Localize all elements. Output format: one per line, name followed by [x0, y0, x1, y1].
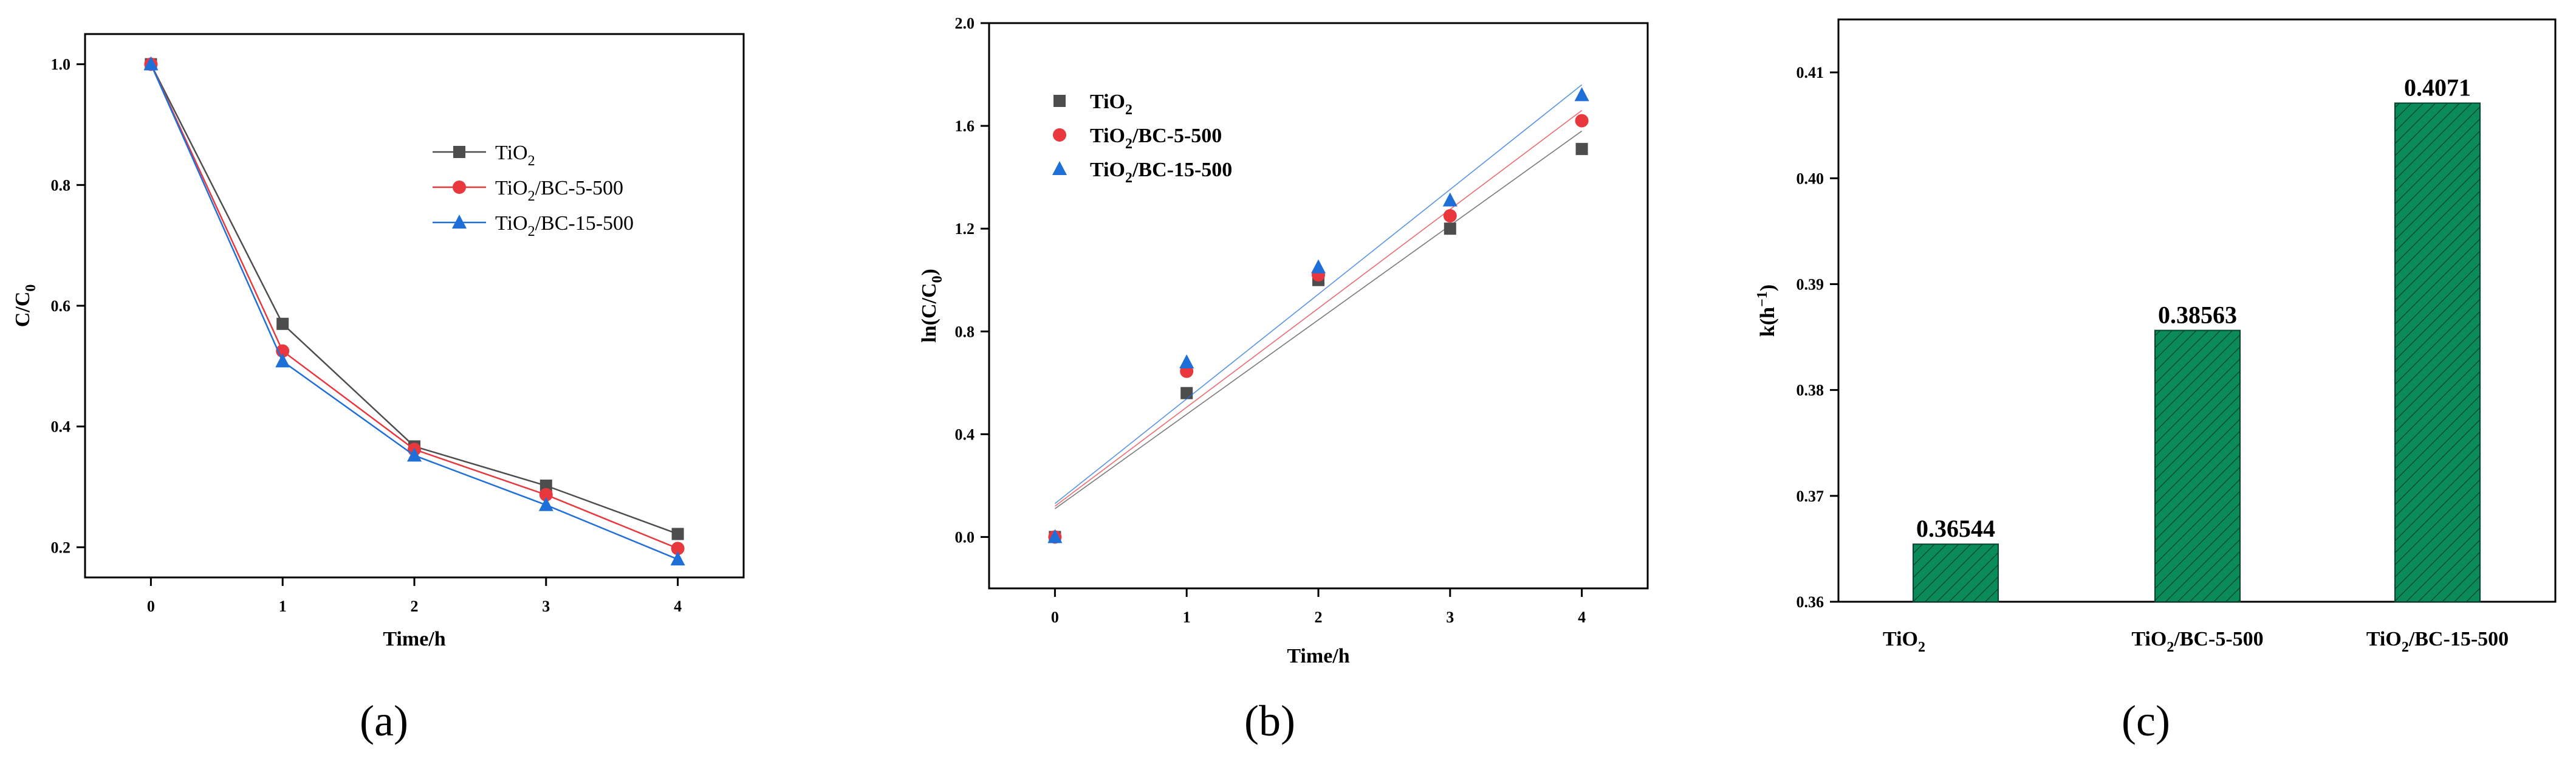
panel-b-ytick-label: 1.6 — [955, 117, 975, 135]
panel-c-category-label: TiO2 — [1883, 628, 1925, 655]
panel-b-point — [1179, 354, 1194, 368]
panel-b-legend-marker — [1053, 128, 1066, 142]
panel-a-point — [539, 487, 553, 501]
panel-a-ytick-label: 0.4 — [51, 418, 71, 436]
panel-b-ytick-label: 0.4 — [955, 425, 975, 443]
panel-a-legend-marker — [452, 215, 467, 229]
panel-c-value-label: 0.36544 — [1916, 515, 1995, 542]
panel-c-ytick-label: 0.36 — [1797, 593, 1824, 611]
panel-a-point — [407, 447, 422, 462]
panel-b-point — [1047, 529, 1063, 543]
panel-c-ytick-label: 0.38 — [1797, 382, 1824, 399]
panel-b-xtick-label: 2 — [1315, 608, 1323, 626]
panel-a-ytick-label: 0.2 — [51, 539, 71, 556]
panel-b-xtick-label: 1 — [1183, 608, 1191, 626]
panel-a-point — [143, 56, 159, 71]
panel-c-value-label: 0.4071 — [2404, 74, 2471, 102]
panel-b-ylabel: ln(C/C0) — [918, 269, 945, 343]
panel-a-legend-marker — [453, 181, 466, 194]
panel-a-point — [275, 353, 290, 368]
panel-b-ytick-label: 0.0 — [955, 528, 975, 546]
panel-a-series-line — [150, 64, 679, 549]
panel-c-bar — [1913, 543, 1999, 603]
panel-a-ytick-label: 0.6 — [51, 297, 71, 315]
panel-b-point — [1442, 192, 1458, 207]
panel-b-point — [1443, 209, 1457, 223]
panel-c-ylabel: k(h−1) — [1755, 284, 1779, 337]
panel-b-point — [1311, 259, 1326, 274]
panel-b-legend-label: TiO2/BC-5-500 — [1090, 125, 1222, 152]
panel-c-bar — [2394, 102, 2481, 602]
panel-a-point — [538, 497, 553, 511]
panel-c-ytick-label: 0.39 — [1797, 275, 1824, 293]
panel-a-xtick-label: 2 — [411, 597, 419, 615]
panel-a-label: (a) — [360, 697, 408, 745]
panel-b-xtick-label: 4 — [1578, 608, 1586, 626]
panel-b-fit-line — [1054, 130, 1583, 509]
panel-b-xtick-label: 3 — [1446, 608, 1454, 626]
panel-a-xtick-label: 3 — [542, 597, 550, 615]
panel-c-ytick-label: 0.37 — [1797, 487, 1824, 505]
panel-a-chart: 0 1 2 3 4 0.2 0.4 0.6 0.8 1.0 TiO2 TiO2/BC-5-500 TiO… — [12, 33, 745, 745]
panel-b-xlabel: Time/h — [1287, 645, 1349, 667]
panel-b-point — [1180, 387, 1193, 399]
panel-b-fit-line — [1054, 84, 1583, 504]
panel-a-point — [671, 528, 684, 540]
panel-a-ytick-label: 1.0 — [51, 56, 71, 74]
panel-c-category-label: TiO2/BC-15-500 — [2366, 628, 2509, 655]
panel-c-category-label: TiO2/BC-5-500 — [2131, 628, 2263, 655]
panel-b-frame — [988, 22, 1649, 590]
panel-b-ytick-label: 0.8 — [955, 323, 975, 340]
panel-a-legend-label: TiO2/BC-15-500 — [495, 212, 634, 239]
panel-a-point — [670, 551, 685, 566]
panel-a-xtick-label: 1 — [279, 597, 287, 615]
panel-a-point — [671, 542, 685, 556]
panel-b-legend-marker — [1053, 95, 1066, 107]
panel-b-legend-label: TiO2 — [1090, 91, 1132, 118]
panel-a-legend-label: TiO2/BC-5-500 — [495, 177, 623, 204]
panel-b-fit-line — [1054, 110, 1583, 507]
panel-a-legend-marker — [453, 146, 465, 158]
panel-b-point — [1444, 222, 1456, 235]
panel-a-xtick-label: 0 — [147, 597, 155, 615]
panel-c-value-label: 0.38563 — [2158, 301, 2237, 329]
panel-c-ytick-label: 0.40 — [1797, 170, 1824, 187]
panel-a-series-line — [150, 64, 679, 560]
panel-a-point — [540, 480, 552, 492]
panel-b-point — [1575, 143, 1588, 156]
panel-b-legend-marker — [1052, 161, 1067, 175]
panel-a-frame — [84, 33, 745, 579]
panel-c-chart: 0.36 0.37 0.38 0.39 0.40 0.41 0.36544 TiO2 0.385… — [1755, 18, 2557, 745]
panel-c-ytick-label: 0.41 — [1797, 64, 1824, 81]
panel-a-point — [276, 317, 289, 330]
panel-c-bar — [2154, 329, 2241, 603]
panel-b-xtick-label: 0 — [1051, 608, 1059, 626]
panel-a-xtick-label: 4 — [674, 597, 682, 615]
panel-a-legend-label: TiO2 — [495, 142, 535, 169]
panel-b-point — [1574, 87, 1589, 102]
panel-b-point — [1575, 114, 1589, 128]
panel-b-chart: 0 1 2 3 4 0.0 0.4 0.8 1.2 1.6 2.0 TiO2 TiO2/BC-5-500… — [918, 15, 1649, 745]
panel-b-ytick-label: 1.2 — [955, 220, 975, 238]
panel-a-series-line — [150, 64, 679, 535]
panel-c-label: (c) — [2122, 697, 2170, 745]
panel-b-label: (b) — [1244, 697, 1295, 745]
panel-a-ytick-label: 0.8 — [51, 176, 71, 194]
panel-a-ylabel: C/C0 — [12, 284, 39, 328]
panel-b-legend-label: TiO2/BC-15-500 — [1090, 159, 1232, 186]
panel-a-xlabel: Time/h — [383, 628, 445, 650]
panel-b-ytick-label: 2.0 — [955, 15, 975, 32]
